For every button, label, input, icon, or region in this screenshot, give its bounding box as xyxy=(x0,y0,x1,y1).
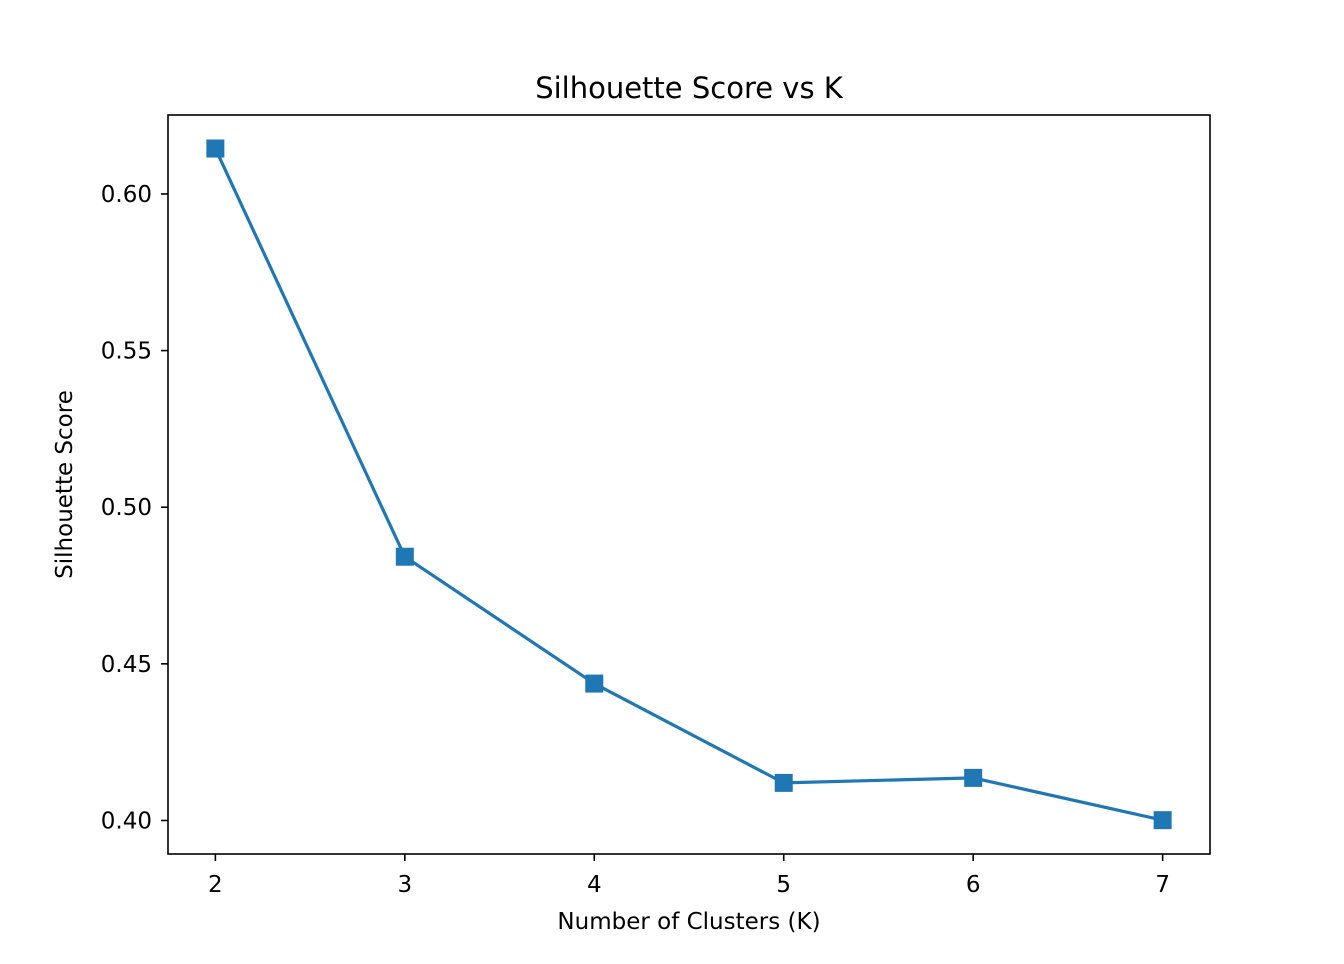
y-tick-label: 0.40 xyxy=(101,808,152,834)
x-tick-label: 7 xyxy=(1155,872,1170,898)
y-tick-label: 0.55 xyxy=(101,339,152,365)
data-point-marker xyxy=(964,768,983,787)
y-axis-label: Silhouette Score xyxy=(52,390,78,579)
y-axis-ticks: 0.40 0.45 0.50 0.55 0.60 xyxy=(101,182,168,834)
y-tick-label: 0.60 xyxy=(101,182,152,208)
data-point-marker xyxy=(206,139,225,158)
x-axis-label: Number of Clusters (K) xyxy=(557,909,820,935)
x-tick-label: 5 xyxy=(776,872,791,898)
data-point-marker xyxy=(774,773,793,792)
x-tick-label: 2 xyxy=(208,872,223,898)
chart-title: Silhouette Score vs K xyxy=(535,71,844,105)
x-tick-label: 6 xyxy=(966,872,981,898)
data-point-marker xyxy=(1153,811,1172,830)
x-tick-label: 4 xyxy=(587,872,602,898)
y-tick-label: 0.45 xyxy=(101,652,152,678)
y-tick-label: 0.50 xyxy=(101,495,152,521)
data-point-marker xyxy=(395,547,414,566)
series-line xyxy=(213,147,1163,822)
x-axis-ticks: 2 3 4 5 6 7 xyxy=(208,854,1170,898)
plot-series xyxy=(206,139,1172,830)
data-point-marker xyxy=(585,674,604,693)
x-tick-label: 3 xyxy=(397,872,412,898)
plot-area-frame xyxy=(167,114,1211,855)
